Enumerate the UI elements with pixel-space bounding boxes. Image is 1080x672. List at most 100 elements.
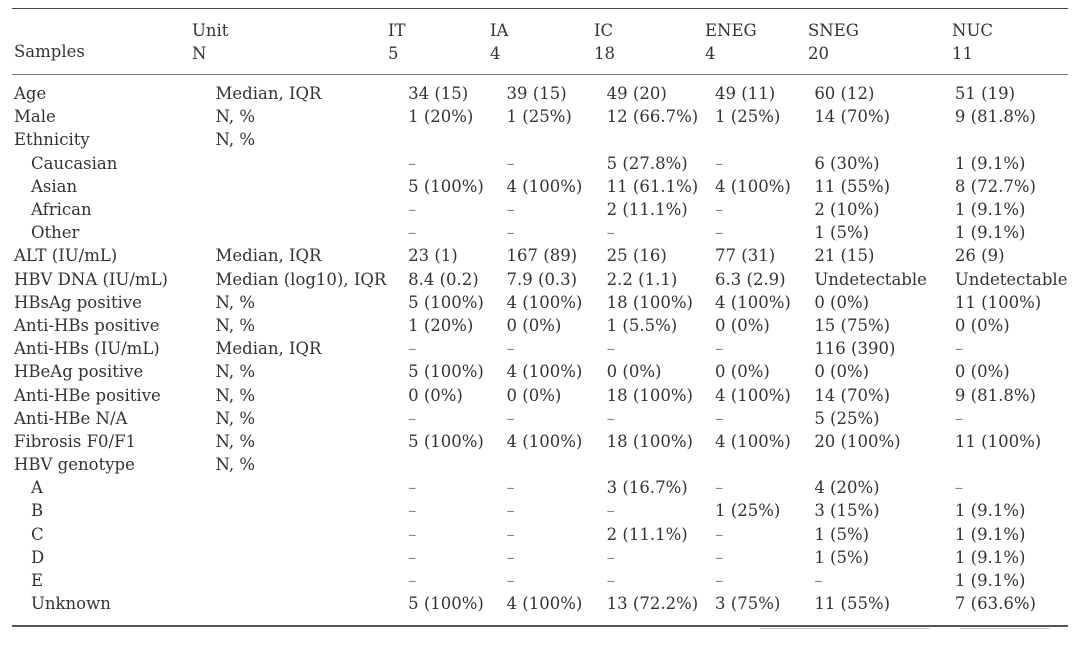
cell-it: – bbox=[408, 524, 417, 544]
cell-nuc: 0 (0%) bbox=[954, 315, 1010, 335]
row-unit: N, % bbox=[215, 315, 256, 335]
row-unit: N, % bbox=[215, 455, 256, 475]
row-unit bbox=[216, 592, 409, 615]
cell-ia: 4 (100%) bbox=[506, 431, 583, 451]
cell-eneg: – bbox=[715, 478, 724, 498]
row-unit bbox=[216, 569, 409, 592]
cell-it: – bbox=[408, 571, 417, 591]
cell-it: 1 (20%) bbox=[408, 107, 474, 127]
cell-ia: – bbox=[506, 200, 515, 220]
cell-ic: 18 (100%) bbox=[606, 431, 693, 451]
row-unit: N, % bbox=[215, 362, 256, 382]
cell-eneg: – bbox=[715, 223, 724, 243]
row-unit: N, % bbox=[215, 385, 256, 405]
table-row: HBsAg positive N, % 5 (100%) 4 (100%) 18 (10… bbox=[0, 291, 1080, 314]
row-label: Other bbox=[31, 223, 80, 243]
table-row: Anti-HBs (IU/mL) Median, IQR – – – – 116 (390)… bbox=[0, 337, 1080, 360]
cell-eneg: – bbox=[715, 200, 724, 220]
table-row: B – – – 1 (25%) 3 (15%) 1 (9.1%) bbox=[0, 499, 1080, 522]
header-group-ia: IA 4 bbox=[490, 19, 508, 65]
cell-ic bbox=[607, 453, 715, 476]
cell-ic: – bbox=[606, 571, 615, 591]
cell-ic: 25 (16) bbox=[606, 246, 667, 266]
table-row: Anti-HBs positive N, % 1 (20%) 0 (0%) 1 (5.5… bbox=[0, 314, 1080, 337]
table-row: African – – 2 (11.1%) – 2 (10%) 1 (9.1%) bbox=[0, 198, 1080, 221]
cell-nuc: 9 (81.8%) bbox=[954, 107, 1036, 127]
row-unit bbox=[216, 499, 409, 522]
row-label: African bbox=[31, 200, 92, 220]
group-name: IA bbox=[490, 21, 509, 40]
row-unit bbox=[216, 152, 409, 175]
table-row: HBV DNA (IU/mL) Median (log10), IQR 8.4 (0… bbox=[0, 268, 1080, 291]
cell-it: – bbox=[408, 200, 417, 220]
cell-eneg: 0 (0%) bbox=[715, 362, 770, 382]
header-unit: Unit N bbox=[192, 19, 228, 65]
cell-ia: 167 (89) bbox=[506, 246, 578, 266]
cell-nuc: 1 (9.1%) bbox=[954, 223, 1026, 243]
cell-it: – bbox=[408, 547, 417, 567]
row-label: HBV DNA (IU/mL) bbox=[14, 269, 168, 289]
cell-ic: – bbox=[606, 408, 615, 428]
group-n: 5 bbox=[388, 44, 399, 63]
row-label: Anti-HBe positive bbox=[14, 385, 161, 405]
cell-ia: – bbox=[506, 571, 515, 591]
cell-ic: 1 (5.5%) bbox=[606, 315, 678, 335]
row-label: Male bbox=[14, 107, 56, 127]
table-row: HBV genotype N, % bbox=[0, 453, 1080, 476]
row-unit bbox=[216, 175, 409, 198]
cell-sneg: 6 (30%) bbox=[814, 153, 880, 173]
row-label: A bbox=[31, 478, 43, 498]
cell-sneg: – bbox=[814, 571, 823, 591]
cell-it: – bbox=[408, 501, 417, 521]
row-label: Fibrosis F0/F1 bbox=[14, 431, 137, 451]
row-unit: N, % bbox=[215, 292, 256, 312]
table-row: C – – 2 (11.1%) – 1 (5%) 1 (9.1%) bbox=[0, 523, 1080, 546]
cell-it: 5 (100%) bbox=[408, 292, 484, 312]
cell-it: – bbox=[408, 478, 417, 498]
cell-ia bbox=[507, 453, 607, 476]
cell-eneg: – bbox=[715, 408, 724, 428]
cell-ic: 13 (72.2%) bbox=[606, 594, 699, 614]
row-unit: Median, IQR bbox=[215, 84, 322, 104]
cell-ic: 2.2 (1.1) bbox=[606, 269, 678, 289]
cell-nuc: 26 (9) bbox=[954, 246, 1005, 266]
cell-eneg: – bbox=[715, 339, 724, 359]
cell-it: 5 (100%) bbox=[408, 176, 484, 196]
cell-nuc: – bbox=[954, 408, 964, 428]
group-n: 11 bbox=[952, 44, 973, 63]
cell-it: – bbox=[408, 153, 417, 173]
cell-it bbox=[408, 128, 506, 151]
cell-sneg: 21 (15) bbox=[814, 246, 875, 266]
cell-eneg: – bbox=[715, 547, 724, 567]
cell-ic: 2 (11.1%) bbox=[606, 200, 688, 220]
table-row: Ethnicity N, % bbox=[0, 128, 1080, 151]
table-row: Other – – – – 1 (5%) 1 (9.1%) bbox=[0, 221, 1080, 244]
cell-ic: – bbox=[606, 547, 615, 567]
cell-ia: – bbox=[506, 153, 515, 173]
group-name: ENEG bbox=[705, 21, 757, 40]
row-label: Unknown bbox=[31, 594, 111, 614]
row-unit: N, % bbox=[215, 107, 256, 127]
cell-sneg: Undetectable bbox=[814, 269, 927, 289]
row-unit: Median (log10), IQR bbox=[215, 269, 387, 289]
cell-nuc: 8 (72.7%) bbox=[954, 176, 1036, 196]
header-group-eneg: ENEG 4 bbox=[705, 19, 757, 65]
cell-sneg: 0 (0%) bbox=[814, 292, 870, 312]
cell-nuc: 1 (9.1%) bbox=[954, 501, 1026, 521]
cell-it: 5 (100%) bbox=[408, 594, 484, 614]
cell-eneg: 1 (25%) bbox=[715, 107, 781, 127]
header-unit-n: N bbox=[192, 44, 207, 63]
cell-nuc: 11 (100%) bbox=[954, 431, 1042, 451]
cell-sneg: 5 (25%) bbox=[814, 408, 880, 428]
row-unit: Median, IQR bbox=[215, 339, 322, 359]
cell-ia: 7.9 (0.3) bbox=[506, 269, 578, 289]
header-unit-label: Unit bbox=[192, 21, 229, 40]
cell-ia: 0 (0%) bbox=[506, 315, 562, 335]
cell-ia: 0 (0%) bbox=[506, 385, 562, 405]
cell-it bbox=[408, 453, 506, 476]
cell-ic bbox=[607, 128, 715, 151]
table-row: D – – – – 1 (5%) 1 (9.1%) bbox=[0, 546, 1080, 569]
group-name: IC bbox=[594, 21, 614, 40]
cell-eneg: 3 (75%) bbox=[715, 594, 781, 614]
table-row: Fibrosis F0/F1 N, % 5 (100%) 4 (100%) 18 (10… bbox=[0, 430, 1080, 453]
